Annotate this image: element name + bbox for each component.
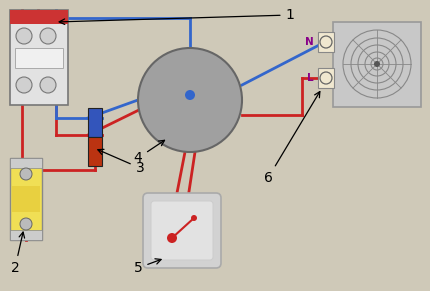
- Text: 5: 5: [134, 259, 161, 275]
- Circle shape: [16, 28, 32, 44]
- Bar: [10, 158, 42, 168]
- Bar: [15, 48, 63, 68]
- FancyBboxPatch shape: [151, 201, 213, 260]
- Circle shape: [20, 218, 32, 230]
- Bar: [10, 158, 42, 240]
- Bar: [318, 68, 334, 88]
- Circle shape: [40, 77, 56, 93]
- FancyBboxPatch shape: [143, 193, 221, 268]
- Text: 2: 2: [11, 232, 25, 275]
- Circle shape: [191, 215, 197, 221]
- Bar: [10, 10, 68, 24]
- Text: 1: 1: [59, 8, 295, 24]
- Bar: [88, 108, 102, 137]
- Text: 6: 6: [264, 92, 320, 185]
- Circle shape: [20, 168, 32, 180]
- Circle shape: [138, 48, 242, 152]
- Text: L: L: [307, 73, 314, 83]
- Circle shape: [374, 61, 380, 67]
- Bar: [12, 186, 40, 212]
- Bar: [10, 230, 42, 240]
- Bar: [318, 32, 334, 52]
- Bar: [333, 22, 421, 107]
- Circle shape: [16, 77, 32, 93]
- Circle shape: [167, 233, 177, 243]
- Circle shape: [40, 28, 56, 44]
- Text: 4: 4: [134, 140, 165, 165]
- Circle shape: [185, 90, 195, 100]
- Text: 3: 3: [98, 149, 144, 175]
- Bar: [10, 10, 68, 105]
- Text: N: N: [305, 37, 314, 47]
- Bar: [88, 137, 102, 166]
